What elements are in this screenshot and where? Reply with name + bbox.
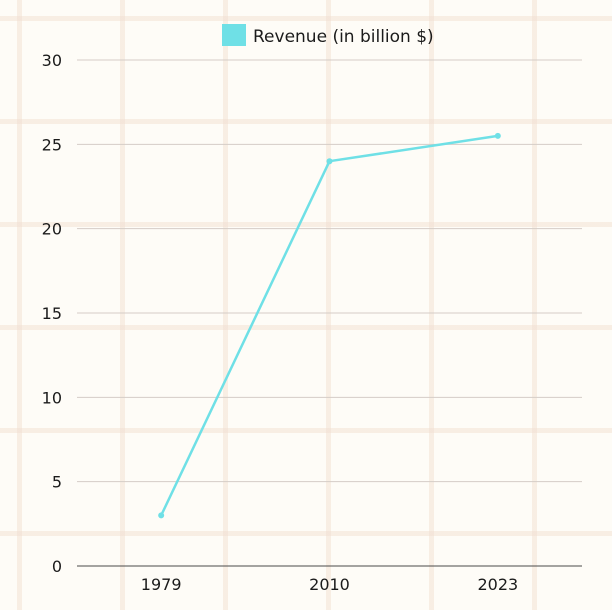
y-tick-label-30: 30: [42, 51, 62, 70]
y-tick-label-15: 15: [42, 304, 62, 323]
legend-label-revenue[interactable]: Revenue (in billion $): [253, 27, 434, 47]
y-axis-tick-labels: 0 5 10 15 20 25 30: [42, 51, 62, 576]
y-tick-label-5: 5: [52, 473, 62, 492]
series-line-revenue: [160, 134, 499, 516]
y-tick-label-10: 10: [42, 388, 62, 407]
data-point-2023[interactable]: [494, 132, 501, 139]
x-tick-label-2010: 2010: [309, 575, 350, 594]
data-point-2010[interactable]: [326, 158, 333, 165]
series-group: [158, 132, 501, 519]
y-grid-lines: [77, 59, 582, 483]
data-point-1979[interactable]: [158, 512, 165, 519]
x-tick-label-2023: 2023: [477, 575, 518, 594]
legend-swatch-revenue[interactable]: [222, 24, 246, 46]
legend[interactable]: Revenue (in billion $): [222, 24, 434, 47]
x-axis-tick-labels: 1979 2010 2023: [141, 575, 518, 594]
x-tick-label-1979: 1979: [141, 575, 182, 594]
y-tick-label-25: 25: [42, 135, 62, 154]
y-tick-label-0: 0: [52, 557, 62, 576]
y-tick-label-20: 20: [42, 220, 62, 239]
